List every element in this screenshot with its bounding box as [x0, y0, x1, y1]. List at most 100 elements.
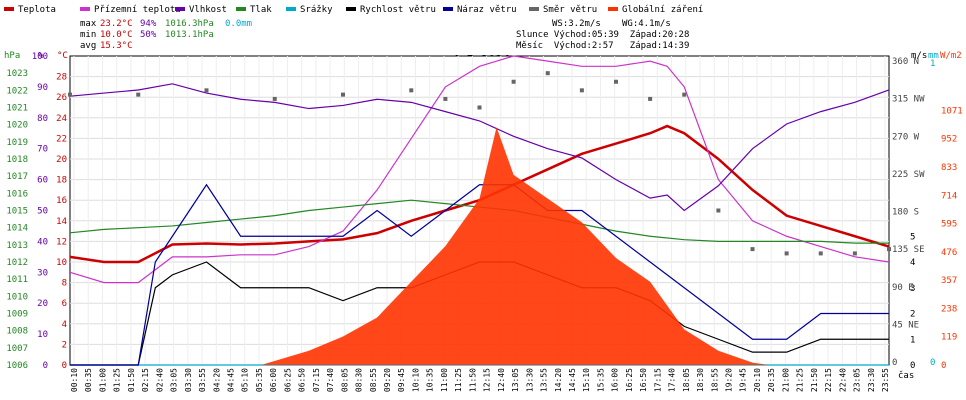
legend-label: Srážky — [300, 5, 333, 15]
axis-tick-label: 1 — [930, 59, 935, 69]
stat-max-label: max — [80, 19, 97, 29]
time-tick-label: 14:20 — [554, 368, 563, 392]
axis-units: hPa % °C m/s mm W/m2 čas — [4, 51, 962, 381]
series-wind-direction-point — [204, 88, 209, 93]
time-tick-label: 10:10 — [411, 368, 420, 392]
info-panel: WS:3.2m/s WG:4.1m/s Slunce Východ:05:39 … — [516, 19, 689, 51]
time-tick-label: 05:35 — [255, 368, 264, 392]
time-tick-label: 01:00 — [98, 368, 107, 392]
time-tick-label: 08:30 — [355, 368, 364, 392]
info-wg: WG:4.1m/s — [622, 19, 671, 29]
time-tick-label: 15:35 — [596, 368, 605, 392]
legend-label: Náraz větru — [457, 5, 517, 15]
axis-tick-label: 100 — [32, 52, 48, 62]
axis-tick-label: 5 — [910, 232, 915, 242]
axis-tick-label: 1015 — [6, 207, 28, 217]
stat-min-press: 1013.1hPa — [165, 30, 214, 40]
unit-ms: m/s — [911, 51, 927, 61]
axis-tick-label: 476 — [941, 248, 957, 258]
axis-tick-label: 16 — [56, 196, 67, 206]
time-tick-label: 01:25 — [113, 368, 122, 392]
unit-pct: % — [38, 51, 44, 61]
axis-tick-label: 20 — [56, 155, 67, 165]
axis-tick-label: 238 — [941, 304, 957, 314]
time-tick-label: 16:50 — [639, 368, 648, 392]
series-wind-direction-point — [716, 208, 721, 213]
time-tick-label: 07:15 — [312, 368, 321, 392]
axis-tick-label: 50 — [37, 207, 48, 217]
axis-tick-label: 1009 — [6, 310, 28, 320]
axis-tick-label: 357 — [941, 276, 957, 286]
time-tick-label: 18:05 — [682, 368, 691, 392]
time-tick-label: 21:50 — [810, 368, 819, 392]
legend-label: Teplota — [18, 5, 56, 15]
axis-tick-label: 2 — [62, 340, 67, 350]
axis-tick-label: 70 — [37, 145, 48, 155]
legend-swatch — [346, 7, 356, 11]
info-ws: WS:3.2m/s — [552, 19, 601, 29]
axis-tick-label: 24 — [56, 114, 67, 124]
axis-tick-label: 1014 — [6, 224, 28, 234]
time-tick-label: 08:05 — [340, 368, 349, 392]
axes: 1023102210211020101910181017101610151014… — [6, 52, 962, 392]
axis-tick-label: 0 — [62, 361, 67, 371]
time-tick-label: 06:50 — [298, 368, 307, 392]
axis-tick-label: 270 W — [892, 132, 920, 142]
series-wind-direction-point — [818, 251, 823, 256]
axis-tick-label: 952 — [941, 135, 957, 145]
axis-tick-label: 8 — [62, 279, 67, 289]
time-tick-label: 21:00 — [781, 368, 790, 392]
time-tick-label: 18:30 — [696, 368, 705, 392]
axis-tick-label: 10 — [37, 330, 48, 340]
legend-swatch — [286, 7, 296, 11]
time-tick-label: 02:15 — [141, 368, 150, 392]
series-wind-direction-point — [545, 71, 550, 76]
time-tick-label: 04:20 — [212, 368, 221, 392]
series-wind-direction-point — [579, 88, 584, 93]
legend-swatch — [175, 7, 185, 11]
axis-tick-label: 1017 — [6, 172, 28, 182]
stat-avg-temp: 15.3°C — [100, 41, 133, 51]
time-tick-label: 16:25 — [625, 368, 634, 392]
legend-label: Tlak — [250, 5, 272, 15]
axis-tick-label: 22 — [56, 134, 67, 144]
legend-label: Rychlost větru — [360, 5, 436, 15]
time-tick-label: 03:05 — [170, 368, 179, 392]
axis-tick-label: 14 — [56, 217, 67, 227]
axis-tick-label: 18 — [56, 176, 67, 186]
time-tick-label: 09:45 — [397, 368, 406, 392]
axis-tick-label: 360 N — [892, 57, 919, 67]
legend-label: Směr větru — [543, 5, 597, 15]
axis-tick-label: 1021 — [6, 104, 28, 114]
axis-tick-label: 833 — [941, 163, 957, 173]
stat-max-rain: 0.0mm — [225, 19, 252, 29]
axis-tick-label: 0 — [910, 361, 915, 371]
time-tick-label: 21:25 — [796, 368, 805, 392]
axis-tick-label: 1007 — [6, 344, 28, 354]
time-tick-label: 11:25 — [454, 368, 463, 392]
axis-tick-label: 1008 — [6, 327, 28, 337]
axis-tick-label: 1013 — [6, 241, 28, 251]
time-tick-label: 19:45 — [739, 368, 748, 392]
time-tick-label: 23:05 — [853, 368, 862, 392]
legend-swatch — [80, 7, 90, 11]
axis-tick-label: 1019 — [6, 138, 28, 148]
time-tick-label: 11:00 — [440, 368, 449, 392]
legend-label: Globální záření — [622, 5, 703, 15]
axis-tick-label: 225 SW — [892, 170, 925, 180]
unit-degc: °C — [57, 51, 68, 61]
info-moon: Měsíc Východ:2:57 Západ:14:39 — [516, 41, 689, 51]
axis-tick-label: 0 — [930, 358, 935, 368]
series-radiation-area — [261, 127, 770, 365]
axis-tick-label: 119 — [941, 333, 957, 343]
time-tick-label: 23:30 — [867, 368, 876, 392]
series-wind-direction-point — [272, 96, 277, 101]
time-tick-label: 08:55 — [369, 368, 378, 392]
time-tick-label: 06:00 — [269, 368, 278, 392]
time-tick-label: 00:35 — [84, 368, 93, 392]
info-sun: Slunce Východ:05:39 Západ:20:28 — [516, 30, 689, 40]
series-wind-direction-point — [409, 88, 414, 93]
axis-tick-label: 4 — [62, 320, 67, 330]
time-tick-label: 13:55 — [540, 368, 549, 392]
series-wind-direction-point — [750, 247, 755, 252]
